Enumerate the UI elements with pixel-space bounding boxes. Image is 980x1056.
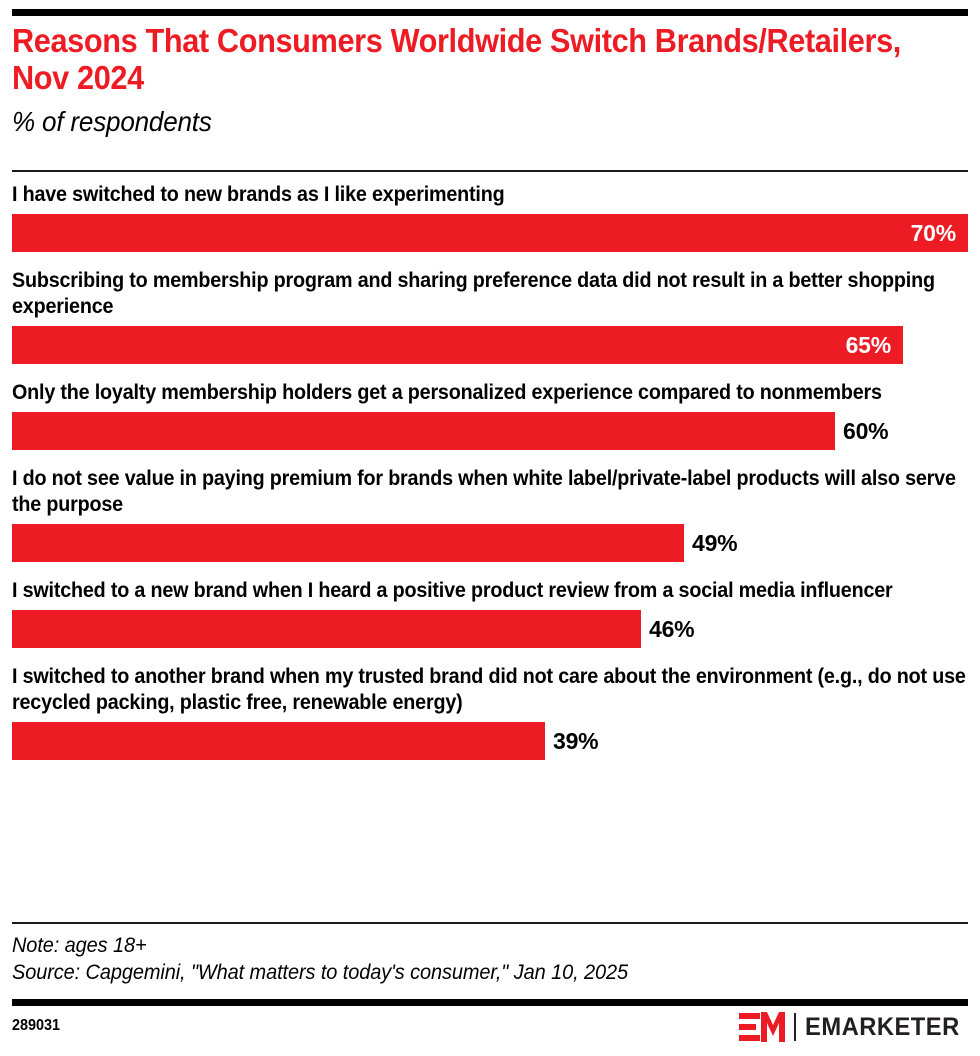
bar-value-label: 65% xyxy=(845,332,892,358)
bar-value-label: 70% xyxy=(910,220,957,246)
emarketer-logo[interactable]: EMARKETER xyxy=(739,1010,968,1044)
bar-category-label: I have switched to new brands as I like … xyxy=(12,183,505,206)
note-text: Note: ages 18+ xyxy=(12,934,147,957)
em-monogram-icon xyxy=(739,1012,786,1042)
bar-value-label: 39% xyxy=(553,728,599,754)
bar-track: 60% xyxy=(12,412,968,450)
bar-fill: 65% xyxy=(12,326,903,364)
bar-fill xyxy=(12,722,545,760)
bar-fill xyxy=(12,524,684,562)
bar-chart-plot-area: I have switched to new brands as I like … xyxy=(12,182,968,760)
bar-category-label: I switched to another brand when my trus… xyxy=(12,665,966,714)
bar-value-label: 46% xyxy=(649,616,695,642)
chart-id: 289031 xyxy=(12,1017,61,1034)
footer-top-rule xyxy=(12,922,968,924)
bar-track: 49% xyxy=(12,524,968,562)
chart-header: Reasons That Consumers Worldwide Switch … xyxy=(12,22,968,138)
bar-row: Only the loyalty membership holders get … xyxy=(12,380,968,450)
bar-fill: 70% xyxy=(12,214,968,252)
page-title: Reasons That Consumers Worldwide Switch … xyxy=(12,22,901,96)
bar-track: 70% xyxy=(12,214,968,252)
top-divider-rule xyxy=(12,9,968,16)
chart-subtitle: % of respondents xyxy=(12,106,212,137)
footnotes: Note: ages 18+ Source: Capgemini, "What … xyxy=(12,932,968,986)
bar-track: 39% xyxy=(12,722,968,760)
m-glyph-icon xyxy=(761,1012,786,1042)
source-text: Source: Capgemini, "What matters to toda… xyxy=(12,961,628,984)
bar-value-label: 60% xyxy=(843,418,889,444)
bar-row: I switched to a new brand when I heard a… xyxy=(12,578,968,648)
bar-row: I do not see value in paying premium for… xyxy=(12,466,968,562)
bar-row: I switched to another brand when my trus… xyxy=(12,664,968,760)
bar-track: 46% xyxy=(12,610,968,648)
header-divider-rule xyxy=(12,170,968,172)
bar-track: 65% xyxy=(12,326,968,364)
bar-category-label: I do not see value in paying premium for… xyxy=(12,467,956,516)
bar-category-label: Only the loyalty membership holders get … xyxy=(12,381,882,404)
bar-row: Subscribing to membership program and sh… xyxy=(12,268,968,364)
bar-category-label: Subscribing to membership program and sh… xyxy=(12,269,935,318)
bar-row: I have switched to new brands as I like … xyxy=(12,182,968,252)
bar-category-label: I switched to a new brand when I heard a… xyxy=(12,579,893,602)
bar-fill xyxy=(12,412,835,450)
logo-divider xyxy=(794,1013,797,1041)
footer-bottom-rule xyxy=(12,999,968,1006)
bar-fill xyxy=(12,610,641,648)
brand-wordmark: EMARKETER xyxy=(805,1013,960,1041)
bar-value-label: 49% xyxy=(692,530,738,556)
